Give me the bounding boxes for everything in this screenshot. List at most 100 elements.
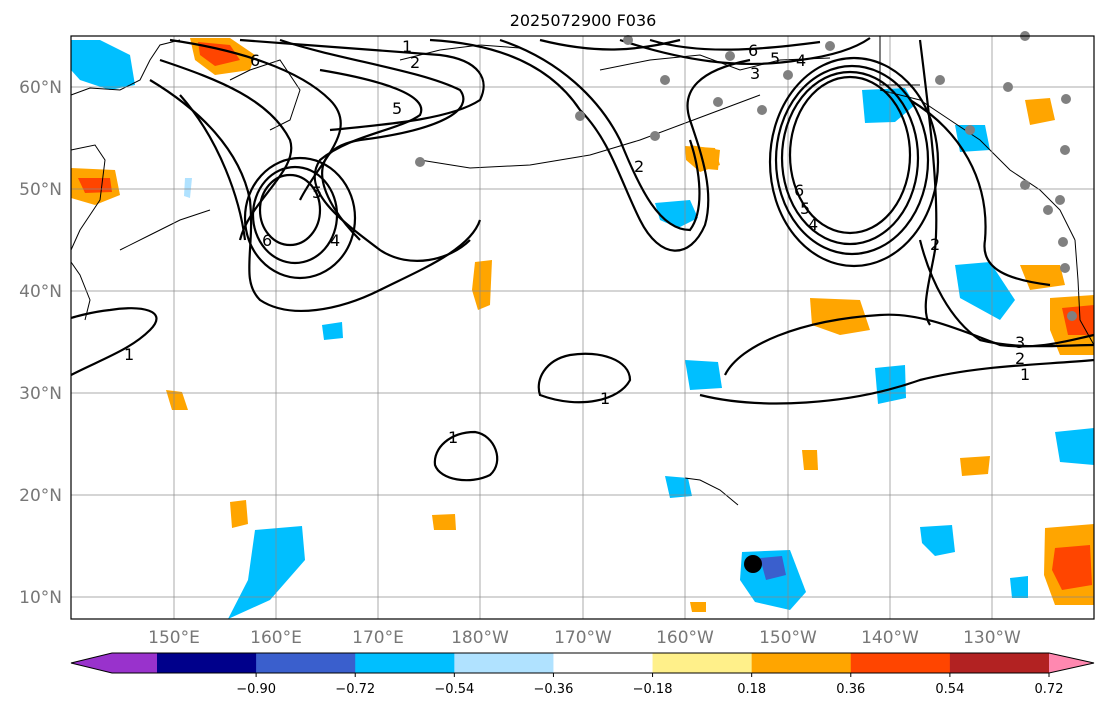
colorbar-segment [157, 653, 257, 673]
lon-label-150e: 150°E [148, 628, 200, 648]
station-dot [825, 41, 835, 51]
station-dot [1020, 180, 1030, 190]
lon-label-170e: 170°E [352, 628, 404, 648]
station-dot [935, 75, 945, 85]
colorbar-tick-label: 0.72 [1035, 682, 1064, 697]
neg-patch-hi-n [685, 360, 722, 390]
contour-w2 [159, 58, 293, 241]
contour-label-1-c: 1 [600, 389, 610, 408]
colorbar-segment [112, 653, 157, 673]
contour-c5 [649, 38, 821, 51]
lon-label-160e: 160°E [250, 628, 302, 648]
contour-label-6-c: 6 [748, 41, 758, 60]
latitude-labels: 60°N 50°N 40°N 30°N 20°N 10°N [19, 78, 62, 608]
station-dot [1060, 263, 1070, 273]
colorbar-segment [355, 653, 455, 673]
contour-label-4-c: 4 [796, 51, 806, 70]
station-dot [650, 131, 660, 141]
contour-label-6-nw: 6 [250, 51, 260, 70]
weak-neg-patch [184, 178, 192, 198]
contour-label-2-se: 2 [1015, 349, 1025, 368]
coast-asia [70, 144, 106, 251]
pos-core-kam [198, 42, 240, 66]
contour-s1 [70, 307, 158, 376]
contour-label-1-w: 1 [124, 345, 134, 364]
contour-label-1-s: 1 [448, 428, 458, 447]
contour-s-oval1 [537, 352, 632, 404]
station-dot [1043, 205, 1053, 215]
colorbar-segment [256, 653, 356, 673]
contour-e-2 [780, 70, 920, 246]
neg-patch-nw [71, 40, 135, 90]
lon-label-150w: 150°W [759, 628, 817, 648]
contours [70, 37, 1095, 482]
lon-label-180w: 180°W [451, 628, 509, 648]
map-title: 2025072900 F036 [510, 11, 657, 30]
contour-c4 [619, 37, 871, 66]
longitude-labels: 150°E 160°E 170°E 180°W 170°W 160°W 150°… [148, 628, 1021, 648]
neg-patch-sw [228, 526, 305, 619]
contour-low-w-inner [258, 173, 322, 247]
neg-patch-east [1055, 428, 1094, 465]
contour-low-w-2 [251, 165, 339, 265]
colorbar-tick-label: 0.54 [935, 682, 964, 697]
coast-bc [879, 89, 1076, 241]
coast-kamchatka [229, 59, 301, 131]
neg-patch-small-g [1010, 576, 1028, 598]
coast-japan [70, 261, 91, 321]
coast-kurils [119, 209, 211, 251]
colorbar-segment [850, 653, 951, 673]
colorbar-segment [652, 653, 753, 673]
pos-patch-b [690, 145, 720, 170]
contour-low-w-3 [243, 156, 357, 280]
lon-label-140w: 140°W [861, 628, 919, 648]
contour-w3 [149, 79, 482, 312]
pos-patch-dateline [472, 260, 492, 310]
neg-patch-sub [920, 525, 955, 556]
station-dot [965, 125, 975, 135]
contour-e-4 [768, 56, 940, 268]
station-dot [757, 105, 767, 115]
colorbar-tick-label: −0.54 [434, 682, 474, 697]
colorbar-tick-label: −0.36 [534, 682, 574, 697]
colorbar-outline [70, 652, 1095, 674]
lat-label-20n: 20°N [19, 486, 62, 506]
coast-chukotka [399, 44, 521, 61]
contour-e-vertical [918, 39, 938, 326]
black-dot-marker [744, 555, 762, 573]
contour-label-group: 1 2 5 6 5 6 4 2 6 5 4 3 6 5 4 2 3 2 1 1 … [124, 37, 1030, 447]
station-dot [660, 75, 670, 85]
neg-core-south [760, 556, 786, 580]
contour-label-5-c: 5 [770, 49, 780, 68]
colorbar-tick-label: −0.18 [633, 682, 673, 697]
pos-patch-ne-pac [810, 298, 870, 335]
colorbar: −0.90 −0.72 −0.54 −0.36 −0.18 0.18 0.36 0.54 0.7… [70, 652, 1095, 697]
coast-hawaii [684, 477, 739, 506]
contour-s2 [699, 358, 1095, 405]
coast-siberia [70, 39, 181, 96]
lon-label-170w: 170°W [554, 628, 612, 648]
graticule [71, 36, 1094, 619]
station-dot [1055, 195, 1065, 205]
lon-label-160w: 160°W [656, 628, 714, 648]
lat-label-30n: 30°N [19, 384, 62, 404]
contour-e-3 [774, 64, 930, 256]
station-dots [415, 31, 1077, 321]
lat-label-50n: 50°N [19, 180, 62, 200]
contour-label-2-c: 2 [634, 157, 644, 176]
contour-n3 [313, 68, 471, 262]
station-dot [575, 111, 585, 121]
pos-patch-small-h [690, 602, 706, 612]
neg-patch-bc [955, 125, 990, 152]
station-dot [725, 51, 735, 61]
contour-label-5-north: 5 [392, 99, 402, 118]
coast-border [879, 36, 920, 86]
lat-label-40n: 40°N [19, 282, 62, 302]
coast-usa-west [1074, 239, 1095, 346]
contour-label-1-se: 1 [1020, 365, 1030, 384]
lat-label-60n: 60°N [19, 78, 62, 98]
contour-label-1-north: 1 [402, 37, 412, 56]
pos-patch-small-f [432, 514, 456, 530]
contour-c1 [429, 38, 751, 252]
